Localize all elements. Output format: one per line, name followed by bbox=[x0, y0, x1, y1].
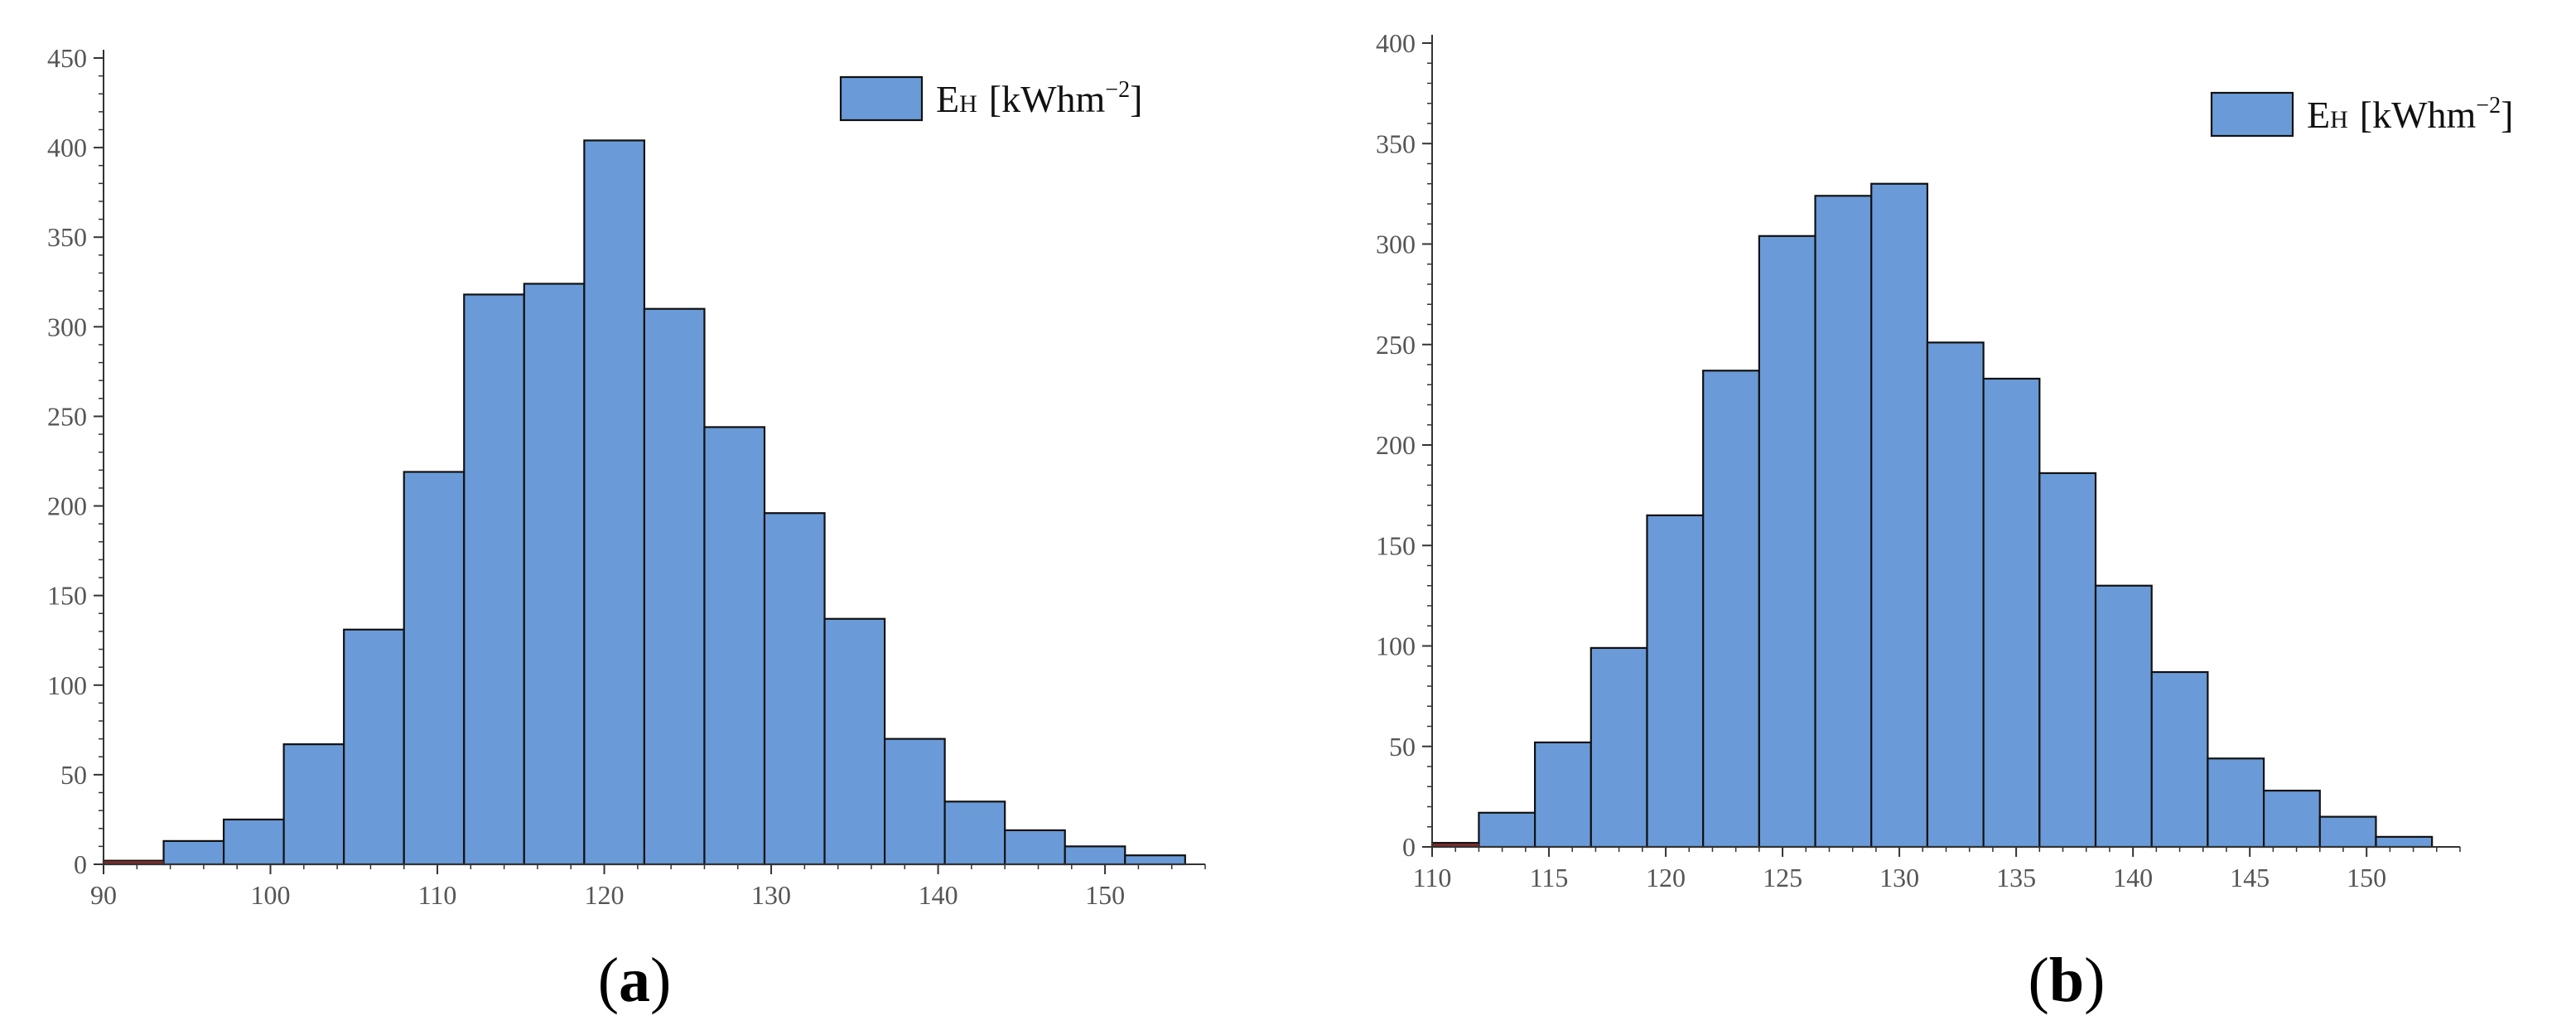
x-tick-label: 120 bbox=[1646, 863, 1686, 892]
histogram-bar bbox=[343, 628, 405, 866]
y-tick-label: 200 bbox=[1376, 430, 1416, 460]
legend: EH [kWhm−2] bbox=[839, 75, 1142, 122]
legend-label-sub: H bbox=[2330, 106, 2348, 133]
x-tick-label: 110 bbox=[418, 880, 457, 910]
histogram-bar bbox=[162, 839, 225, 866]
histogram-bar bbox=[282, 743, 345, 866]
x-tick-label: 90 bbox=[90, 880, 117, 910]
legend-label-sup: −2 bbox=[1105, 77, 1130, 103]
panel-a-caption: (a) bbox=[597, 946, 672, 1015]
x-tick-label: 110 bbox=[1413, 863, 1452, 892]
y-tick-label: 200 bbox=[47, 491, 87, 521]
y-tick-label: 250 bbox=[47, 401, 87, 431]
x-tick-label: 120 bbox=[585, 880, 625, 910]
histogram-bar bbox=[1982, 377, 2041, 849]
histogram-a: 0 50 100 150 200 250 300 350 400 450 90 100 110 120 13… bbox=[47, 43, 1206, 910]
legend-swatch bbox=[2210, 91, 2294, 138]
histogram-panel-a: 0 50 100 150 200 250 300 350 400 450 90 100 110 120 13… bbox=[47, 43, 1206, 1015]
x-tick-label: 115 bbox=[1530, 863, 1569, 892]
legend-label-close: ] bbox=[2501, 94, 2513, 136]
histogram-bar bbox=[2207, 757, 2265, 849]
y-tick-label: 300 bbox=[47, 312, 87, 341]
histogram-bar bbox=[583, 139, 646, 866]
histogram-bar bbox=[1646, 514, 1705, 849]
y-tick-label: 100 bbox=[1376, 631, 1416, 661]
legend: EH [kWhm−2] bbox=[2210, 91, 2513, 138]
legend-label-main: E bbox=[2307, 94, 2330, 136]
panel-a-label: a bbox=[619, 946, 650, 1015]
histogram-bar bbox=[403, 471, 466, 866]
histogram-bar bbox=[943, 800, 1006, 866]
histogram-b: 0 50 100 150 200 250 300 350 400 110 115 120 125 130 1… bbox=[1376, 28, 2513, 892]
histogram-bar bbox=[1004, 829, 1066, 866]
x-tick-label: 140 bbox=[919, 880, 958, 910]
histogram-bar bbox=[2318, 815, 2377, 849]
histogram-bar bbox=[1814, 195, 1873, 849]
y-tick-label: 300 bbox=[1376, 230, 1416, 259]
histogram-bar bbox=[1926, 341, 1985, 849]
panel-b-caption: (b) bbox=[2028, 946, 2106, 1015]
histogram-bar bbox=[463, 293, 525, 866]
histogram-bar bbox=[823, 617, 886, 866]
y-tick-label: 50 bbox=[1389, 732, 1416, 762]
legend-label: EH [kWhm−2] bbox=[2307, 93, 2513, 136]
legend-label-sub: H bbox=[959, 90, 977, 118]
legend-label-close: ] bbox=[1130, 78, 1142, 120]
x-tick-label: 130 bbox=[751, 880, 791, 910]
y-tick-label: 0 bbox=[74, 849, 87, 879]
histogram-bar bbox=[1589, 646, 1648, 849]
histogram-panel-b: 0 50 100 150 200 250 300 350 400 110 115 120 125 130 1… bbox=[1288, 0, 2576, 1035]
histogram-bar bbox=[703, 426, 766, 866]
x-tick-label: 135 bbox=[1996, 863, 2036, 892]
y-tick-label: 50 bbox=[60, 760, 87, 790]
histogram-bar bbox=[1870, 182, 1929, 849]
histogram-bar bbox=[2375, 835, 2434, 849]
y-tick-label: 250 bbox=[1376, 330, 1416, 360]
histogram-bar bbox=[2150, 670, 2209, 849]
x-tick-label: 145 bbox=[2230, 863, 2270, 892]
y-tick-label: 350 bbox=[1376, 128, 1416, 158]
histogram-bar bbox=[2262, 789, 2321, 849]
x-tick-label: 150 bbox=[1085, 880, 1125, 910]
x-tick-label: 140 bbox=[2113, 863, 2153, 892]
histogram-bar bbox=[1758, 235, 1816, 849]
histogram-bar bbox=[643, 307, 706, 866]
histogram-bar bbox=[763, 512, 826, 866]
histogram-bar bbox=[883, 738, 946, 866]
y-tick-label: 450 bbox=[47, 43, 87, 73]
histogram-bar bbox=[2094, 584, 2153, 849]
histogram-bar bbox=[1064, 845, 1126, 866]
y-tick-label: 100 bbox=[47, 670, 87, 700]
legend-label: EH [kWhm−2] bbox=[936, 77, 1142, 120]
y-tick-label: 0 bbox=[1402, 832, 1416, 862]
legend-label-sup: −2 bbox=[2476, 93, 2501, 118]
y-tick-label: 350 bbox=[47, 222, 87, 252]
panel-b-label: b bbox=[2048, 946, 2085, 1015]
legend-label-unit: [kWhm bbox=[2360, 94, 2477, 136]
histogram-bar bbox=[1702, 370, 1760, 849]
y-tick-label: 400 bbox=[47, 133, 87, 162]
x-tick-label: 150 bbox=[2347, 863, 2386, 892]
histogram-bar bbox=[1478, 811, 1536, 849]
histogram-bar bbox=[523, 283, 586, 866]
histogram-bar bbox=[222, 818, 285, 866]
y-tick-label: 150 bbox=[47, 581, 87, 611]
x-tick-label: 100 bbox=[251, 880, 291, 910]
histogram-bar bbox=[1534, 741, 1592, 849]
legend-label-main: E bbox=[936, 78, 959, 120]
histogram-bar bbox=[2038, 472, 2097, 849]
y-tick-label: 150 bbox=[1376, 530, 1416, 560]
legend-swatch bbox=[839, 75, 924, 122]
legend-label-unit: [kWhm bbox=[989, 78, 1106, 120]
histogram-bar bbox=[1124, 854, 1186, 866]
x-tick-label: 125 bbox=[1763, 863, 1802, 892]
y-tick-label: 400 bbox=[1376, 28, 1416, 58]
x-tick-label: 130 bbox=[1879, 863, 1919, 892]
